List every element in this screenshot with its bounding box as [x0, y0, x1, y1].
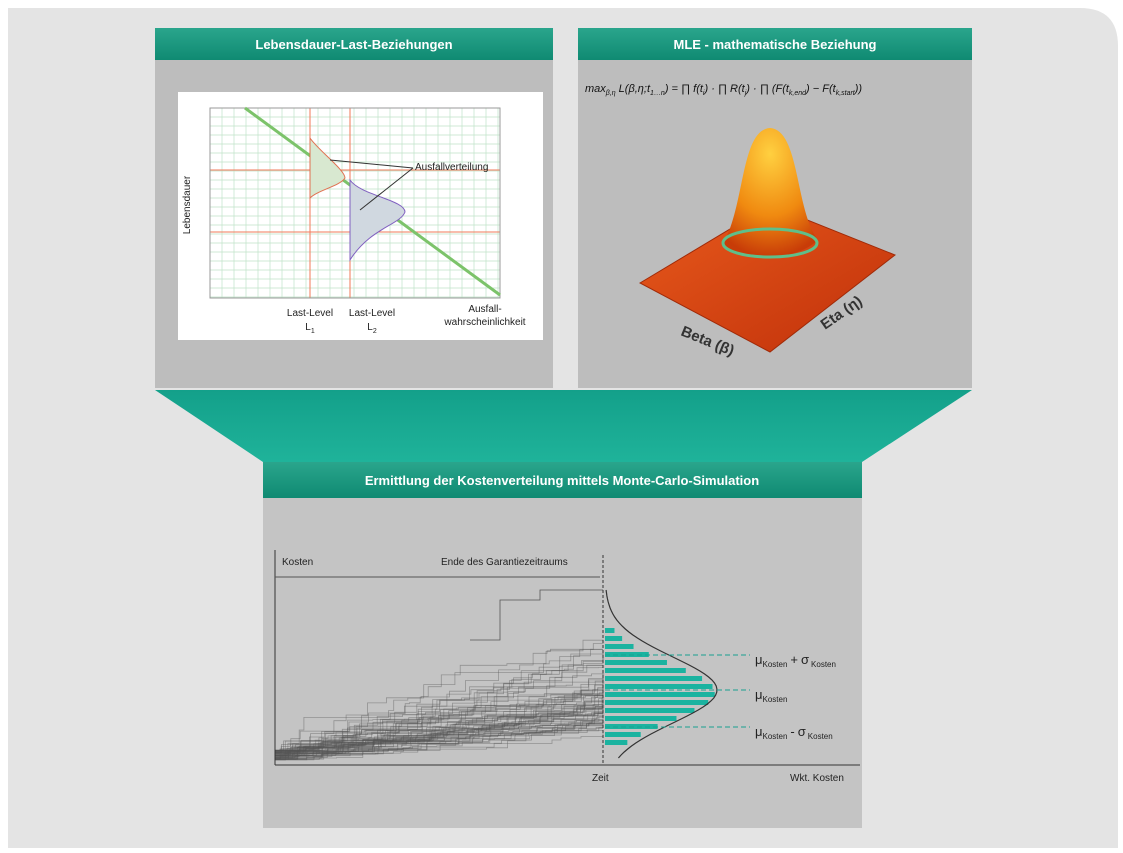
axis-label: wahrscheinlichkeit [443, 317, 525, 328]
formula-part: ) = ∏ f(t [663, 83, 704, 95]
formula-part: L(β,η;t [616, 83, 651, 95]
hist-bar [605, 660, 667, 665]
sigma: σ [801, 652, 809, 667]
mu: μ [755, 652, 763, 667]
formula: maxβ,η L(β,η;t1…n) = ∏ f(ti) · ∏ R(tj) ·… [585, 83, 862, 97]
axis-label: Lebensdauer [182, 175, 193, 234]
hist-bar [605, 676, 702, 681]
hist-bar [605, 692, 715, 697]
axis-label: Wkt. Kosten [790, 773, 844, 784]
connector [155, 390, 972, 462]
hist-bar [605, 716, 676, 721]
hist-bar [605, 628, 614, 633]
mu-sub: Kosten [763, 695, 788, 704]
page: Lebensdauer-Last-Beziehungen MLE - mathe… [0, 0, 1123, 853]
panel [263, 462, 862, 828]
formula-part: )) [853, 83, 863, 95]
mu-sub: Kosten [763, 732, 788, 741]
formula-sub: k,start [836, 90, 856, 97]
formula-sub: k,end [789, 90, 807, 97]
sigma-sub: Kosten [811, 660, 836, 669]
formula-sub: 1…n [650, 90, 665, 97]
hist-bar [605, 732, 641, 737]
formula-sub: β,η [605, 90, 616, 97]
hist-bar [605, 700, 708, 705]
formula-part: ) − F(t [804, 83, 837, 95]
hist-bar [605, 684, 713, 689]
panel-title: Lebensdauer-Last-Beziehungen [255, 37, 452, 52]
axis-label: Zeit [592, 773, 609, 784]
index: 2 [373, 328, 377, 335]
axis-label: Ausfall- [468, 304, 501, 315]
hist-bar [605, 644, 634, 649]
annotation: Ausfallverteilung [415, 162, 488, 173]
hist-bar [605, 636, 622, 641]
operator: + [790, 652, 798, 667]
hist-bar [605, 708, 694, 713]
formula-part: max [585, 83, 606, 95]
formula-part: ) · ∏ (F(t [744, 83, 790, 95]
annotation: Ende des Garantiezeitraums [441, 557, 568, 568]
index: 1 [311, 328, 315, 335]
hist-bar [605, 652, 649, 657]
sigma: σ [798, 724, 806, 739]
mu: μ [755, 687, 763, 702]
axis-label: Kosten [282, 557, 313, 568]
mu: μ [755, 724, 763, 739]
formula-part: ) · ∏ R(t [702, 83, 745, 95]
sigma-sub: Kosten [808, 732, 833, 741]
level-label: Last-Level [349, 308, 395, 319]
panel-title: Ermittlung der Kostenverteilung mittels … [365, 473, 759, 488]
panel-title: MLE - mathematische Beziehung [674, 37, 877, 52]
mu-sub: Kosten [763, 660, 788, 669]
operator: - [790, 724, 794, 739]
hist-bar [605, 668, 686, 673]
hist-bar [605, 740, 627, 745]
level-label: Last-Level [287, 308, 333, 319]
